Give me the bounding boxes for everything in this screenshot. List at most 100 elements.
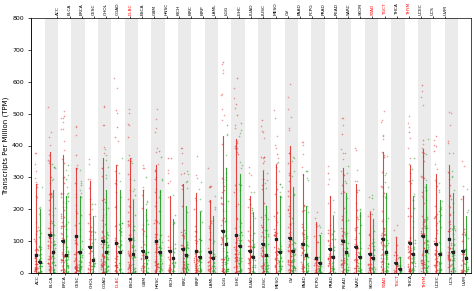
Point (35, 258, 43, 263)
Point (126, 249, 133, 254)
Point (89, 244, 96, 249)
Point (233, 258, 240, 262)
Point (224, 255, 232, 260)
Point (249, 245, 257, 249)
Point (380, 152, 388, 157)
Point (231, 125, 239, 130)
Point (114, 265, 121, 269)
Point (287, 268, 294, 273)
Point (153, 242, 160, 246)
Point (183, 255, 191, 260)
Point (465, 236, 472, 240)
Point (353, 264, 361, 269)
Bar (138, 18, 151, 273)
Point (230, 85, 238, 90)
Point (263, 260, 271, 264)
Point (86, 267, 94, 272)
Point (193, 176, 201, 181)
Point (444, 250, 451, 254)
Point (219, 240, 226, 245)
Point (117, 195, 125, 200)
Point (285, 126, 293, 131)
Point (364, 214, 372, 219)
Point (393, 262, 401, 266)
Point (156, 269, 164, 274)
Point (51, 262, 59, 267)
Point (155, 244, 163, 249)
Point (232, 233, 240, 237)
Point (180, 270, 188, 275)
Point (205, 255, 213, 259)
Point (408, 166, 415, 171)
Point (244, 265, 252, 270)
Point (379, 137, 387, 142)
Point (57, 216, 65, 220)
Point (182, 263, 190, 268)
Point (245, 268, 253, 273)
Point (262, 254, 270, 259)
Point (286, 222, 294, 226)
Point (246, 269, 253, 274)
Point (45, 236, 53, 240)
Point (246, 260, 254, 265)
Point (236, 260, 244, 265)
Point (71, 258, 78, 263)
Point (88, 202, 96, 207)
Point (48, 194, 56, 198)
Point (36, 257, 43, 262)
Point (262, 203, 270, 208)
Point (264, 254, 272, 258)
Point (140, 256, 148, 261)
Point (248, 238, 256, 243)
Point (377, 241, 385, 245)
Point (446, 258, 453, 262)
Point (380, 225, 388, 230)
Point (273, 260, 281, 265)
Point (287, 221, 294, 226)
Point (432, 180, 439, 185)
Point (115, 228, 122, 232)
Point (33, 181, 41, 186)
Point (237, 224, 244, 229)
Point (86, 196, 93, 201)
Point (277, 255, 284, 259)
Point (396, 263, 404, 267)
Point (418, 146, 426, 151)
Point (104, 249, 112, 254)
Point (126, 176, 134, 181)
Point (276, 263, 284, 268)
Point (102, 263, 110, 268)
Point (248, 210, 256, 215)
Point (78, 246, 85, 251)
Point (286, 82, 293, 87)
Point (329, 198, 337, 203)
Point (116, 245, 123, 250)
Point (311, 268, 319, 273)
Point (237, 268, 244, 273)
Point (248, 270, 255, 275)
Point (248, 206, 255, 211)
Point (211, 269, 219, 274)
Point (451, 228, 458, 233)
Point (289, 268, 296, 273)
Point (272, 230, 279, 234)
Point (329, 269, 337, 274)
Point (405, 269, 413, 274)
Point (151, 168, 159, 172)
Point (50, 260, 58, 265)
Point (182, 245, 190, 250)
Point (63, 244, 70, 249)
Point (100, 255, 108, 260)
Point (78, 238, 85, 243)
Point (260, 155, 268, 159)
Point (223, 270, 230, 275)
Point (59, 120, 67, 125)
Point (116, 261, 123, 265)
Point (303, 250, 311, 255)
Point (379, 242, 387, 246)
Point (155, 245, 163, 249)
Point (218, 190, 226, 194)
Point (447, 246, 454, 250)
Point (354, 178, 361, 183)
Point (291, 266, 299, 271)
